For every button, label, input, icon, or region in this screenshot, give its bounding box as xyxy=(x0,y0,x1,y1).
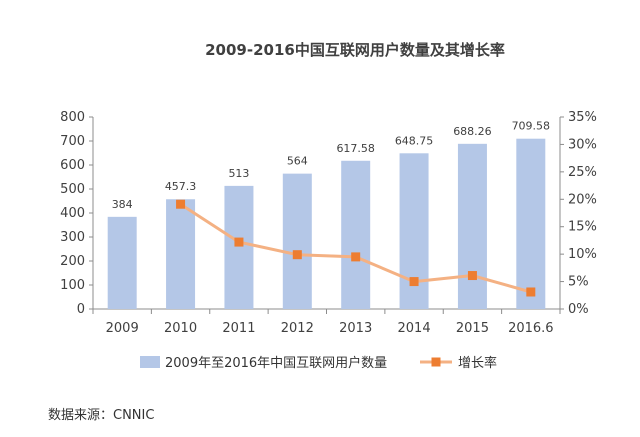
legend-marker-growth xyxy=(431,357,441,367)
right-tick-label: 5% xyxy=(568,275,589,290)
chart-title: 2009-2016中国互联网用户数量及其增长率 xyxy=(205,41,505,59)
legend-swatch-users xyxy=(140,356,160,368)
bar-data-label: 564 xyxy=(287,155,308,168)
x-tick-label: 2014 xyxy=(398,321,431,336)
x-tick-label: 2013 xyxy=(339,321,372,336)
bar-data-label: 709.58 xyxy=(512,120,551,133)
right-tick-label: 35% xyxy=(568,110,597,125)
growth-marker-2015 xyxy=(467,271,477,281)
left-tick-label: 500 xyxy=(60,182,85,197)
left-tick-label: 700 xyxy=(60,134,85,149)
right-tick-label: 25% xyxy=(568,165,597,180)
x-tick-label: 2009 xyxy=(106,321,139,336)
x-tick-label: 2010 xyxy=(164,321,197,336)
bar-2015 xyxy=(457,143,487,309)
growth-line-group xyxy=(176,199,536,297)
bar-2011 xyxy=(224,185,254,309)
bar-data-label: 513 xyxy=(228,167,249,180)
growth-marker-2013 xyxy=(351,252,361,262)
growth-marker-2010 xyxy=(176,199,186,209)
bar-2016.6 xyxy=(516,138,546,309)
legend-label-users: 2009年至2016年中国互联网用户数量 xyxy=(165,355,387,371)
x-tick-label: 2015 xyxy=(456,321,489,336)
growth-marker-2011 xyxy=(234,237,244,247)
x-tick-label: 2012 xyxy=(281,321,314,336)
growth-marker-2012 xyxy=(292,250,302,260)
bar-data-label: 384 xyxy=(112,198,133,211)
right-tick-label: 30% xyxy=(568,137,597,152)
x-tick-label: 2016.6 xyxy=(508,321,554,336)
legend-label-growth: 增长率 xyxy=(458,355,497,371)
legend-group: 2009年至2016年中国互联网用户数量 增长率 xyxy=(140,355,497,371)
left-tick-label: 300 xyxy=(60,230,85,245)
left-tick-label: 200 xyxy=(60,254,85,269)
growth-marker-2014 xyxy=(409,277,419,287)
right-tick-label: 10% xyxy=(568,247,597,262)
bars-group: 384 457.3 513 564 617.58 648.75 688.26 709.58 xyxy=(107,120,551,309)
growth-marker-2016.6 xyxy=(526,287,536,297)
bar-data-label: 457.3 xyxy=(165,180,197,193)
bar-2010 xyxy=(166,199,196,309)
left-tick-label: 800 xyxy=(60,110,85,125)
right-tick-label: 15% xyxy=(568,220,597,235)
bar-2009 xyxy=(107,216,137,309)
source-note: 数据来源：CNNIC xyxy=(48,408,155,423)
right-tick-label: 20% xyxy=(568,192,597,207)
bar-data-label: 688.26 xyxy=(453,125,492,138)
left-tick-label: 100 xyxy=(60,278,85,293)
axes-group: 0 100 200 300 400 500 600 700 800 0% 5% 10% 15% 20% 25… xyxy=(60,110,597,336)
left-tick-label: 600 xyxy=(60,158,85,173)
right-tick-label: 0% xyxy=(568,302,589,317)
left-tick-label: 0 xyxy=(77,302,85,317)
bar-data-label: 648.75 xyxy=(395,134,434,147)
left-tick-label: 400 xyxy=(60,206,85,221)
bar-2013 xyxy=(341,160,371,309)
bar-data-label: 617.58 xyxy=(336,142,375,155)
bar-2012 xyxy=(282,173,312,309)
x-tick-label: 2011 xyxy=(222,321,255,336)
